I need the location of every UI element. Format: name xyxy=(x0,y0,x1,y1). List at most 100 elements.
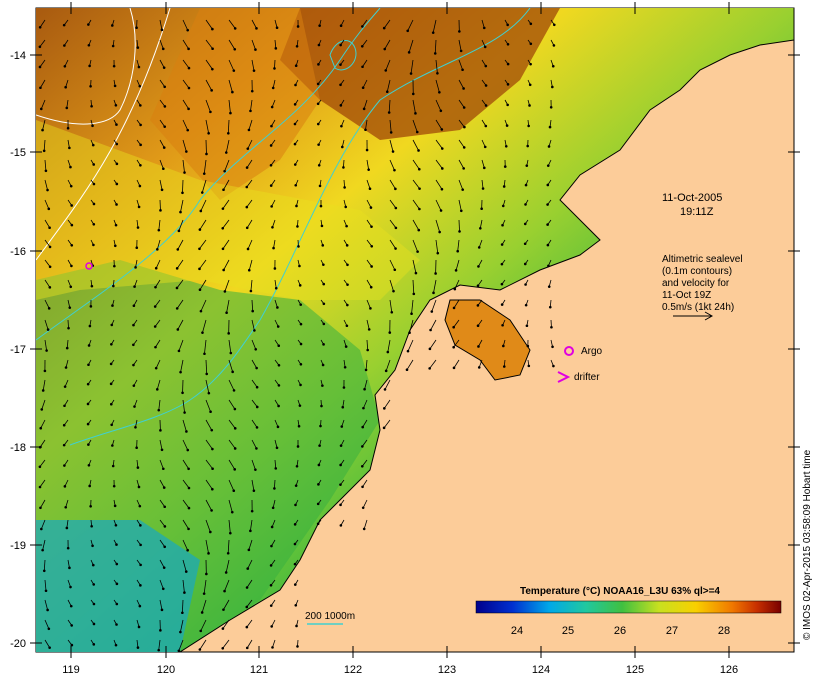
velocity-arrow xyxy=(199,219,207,230)
velocity-arrow-head xyxy=(160,188,164,192)
velocity-arrow xyxy=(182,79,190,89)
velocity-arrow xyxy=(389,179,396,190)
velocity-arrow-head xyxy=(88,484,91,488)
velocity-arrow-head xyxy=(339,483,342,486)
velocity-arrow-head xyxy=(551,64,555,68)
velocity-arrow-head xyxy=(187,86,191,90)
velocity-arrow-head xyxy=(63,385,67,388)
velocity-arrow-head xyxy=(294,64,298,67)
velocity-arrow-head xyxy=(361,445,364,448)
velocity-arrow-head xyxy=(343,186,346,189)
velocity-arrow-head xyxy=(299,363,303,366)
velocity-arrow xyxy=(274,459,277,469)
velocity-arrow-head xyxy=(161,587,165,591)
velocity-arrow xyxy=(251,19,257,29)
velocity-arrow xyxy=(361,39,368,47)
velocity-arrow-head xyxy=(70,643,74,647)
velocity-arrow-head xyxy=(48,226,51,229)
velocity-arrow-head xyxy=(113,244,117,248)
velocity-arrow-head xyxy=(506,23,509,27)
velocity-arrow-head xyxy=(276,325,280,328)
velocity-arrow xyxy=(228,359,234,372)
velocity-arrow xyxy=(479,219,483,229)
velocity-arrow-head xyxy=(46,608,49,612)
velocity-arrow-head xyxy=(162,167,165,171)
velocity-arrow-head xyxy=(249,289,253,293)
velocity-arrow-head xyxy=(297,245,300,248)
velocity-arrow-head xyxy=(205,152,208,156)
velocity-arrow-head xyxy=(275,446,279,450)
velocity-arrow-head xyxy=(270,105,274,109)
velocity-arrow-head xyxy=(92,182,96,186)
velocity-arrow xyxy=(182,159,185,173)
velocity-arrow-head xyxy=(317,143,320,146)
velocity-arrow xyxy=(199,279,207,290)
velocity-arrow-head xyxy=(132,384,136,387)
velocity-arrow-head xyxy=(162,566,166,569)
velocity-arrow xyxy=(41,399,46,410)
velocity-arrow-head xyxy=(461,188,465,191)
velocity-arrow xyxy=(410,59,414,74)
velocity-arrow-head xyxy=(161,47,165,51)
velocity-arrow-head xyxy=(42,569,46,573)
velocity-arrow-head xyxy=(91,563,95,567)
velocity-arrow-head xyxy=(270,205,273,208)
velocity-arrow-head xyxy=(139,543,142,547)
velocity-arrow-head xyxy=(113,264,116,268)
velocity-arrow-head xyxy=(246,247,250,251)
credit-text: © IMOS 02-Apr-2015 03:58:09 Hobart time xyxy=(802,449,813,640)
velocity-arrow-head xyxy=(275,26,279,30)
velocity-arrow xyxy=(154,299,161,307)
velocity-arrow xyxy=(44,579,47,591)
velocity-arrow xyxy=(435,159,443,169)
velocity-arrow-head xyxy=(233,407,237,411)
velocity-arrow-head xyxy=(414,271,418,275)
velocity-arrow-head xyxy=(62,423,66,427)
velocity-arrow-head xyxy=(92,583,96,586)
colorbar-ticks: 24 25 26 27 28 xyxy=(511,625,730,637)
velocity-arrow xyxy=(388,99,391,113)
velocity-arrow-head xyxy=(139,524,142,527)
velocity-arrow-head xyxy=(361,25,364,28)
velocity-arrow xyxy=(272,79,276,88)
velocity-arrow-head xyxy=(111,44,115,48)
velocity-arrow-head xyxy=(500,282,504,286)
velocity-arrow xyxy=(228,79,233,93)
velocity-arrow xyxy=(227,539,230,554)
velocity-arrow xyxy=(224,159,230,172)
velocity-arrow xyxy=(366,219,372,227)
velocity-arrow-head xyxy=(429,328,432,332)
velocity-arrow-head xyxy=(453,287,457,291)
velocity-arrow xyxy=(44,219,50,228)
velocity-arrow-head xyxy=(186,128,190,132)
velocity-arrow-head xyxy=(66,126,70,130)
velocity-arrow-head xyxy=(233,27,237,30)
velocity-arrow-head xyxy=(408,331,411,334)
velocity-arrow-head xyxy=(441,167,444,170)
velocity-arrow-head xyxy=(115,142,119,146)
velocity-arrow xyxy=(453,319,460,328)
velocity-arrow xyxy=(44,259,51,268)
velocity-arrow-head xyxy=(409,72,413,75)
velocity-arrow-head xyxy=(546,183,550,187)
velocity-arrow-head xyxy=(211,447,214,451)
velocity-arrow xyxy=(39,479,46,488)
warm-band xyxy=(150,8,320,200)
velocity-arrow-head xyxy=(163,525,167,528)
velocity-arrow-head xyxy=(296,225,299,228)
velocity-arrow-head xyxy=(185,430,188,433)
velocity-arrow xyxy=(180,619,184,633)
velocity-arrow xyxy=(251,359,257,369)
velocity-arrow xyxy=(389,219,397,229)
velocity-arrow-head xyxy=(340,124,343,128)
velocity-arrow xyxy=(159,99,166,107)
velocity-arrow-head xyxy=(41,548,44,552)
velocity-arrow-head xyxy=(316,522,320,526)
velocity-arrow-head xyxy=(245,205,249,209)
velocity-arrow-head xyxy=(63,44,66,47)
velocity-arrow xyxy=(458,179,464,190)
velocity-arrow-head xyxy=(199,309,203,313)
velocity-arrow xyxy=(44,279,51,288)
velocity-arrow xyxy=(453,339,460,348)
velocity-arrow-head xyxy=(523,222,527,226)
